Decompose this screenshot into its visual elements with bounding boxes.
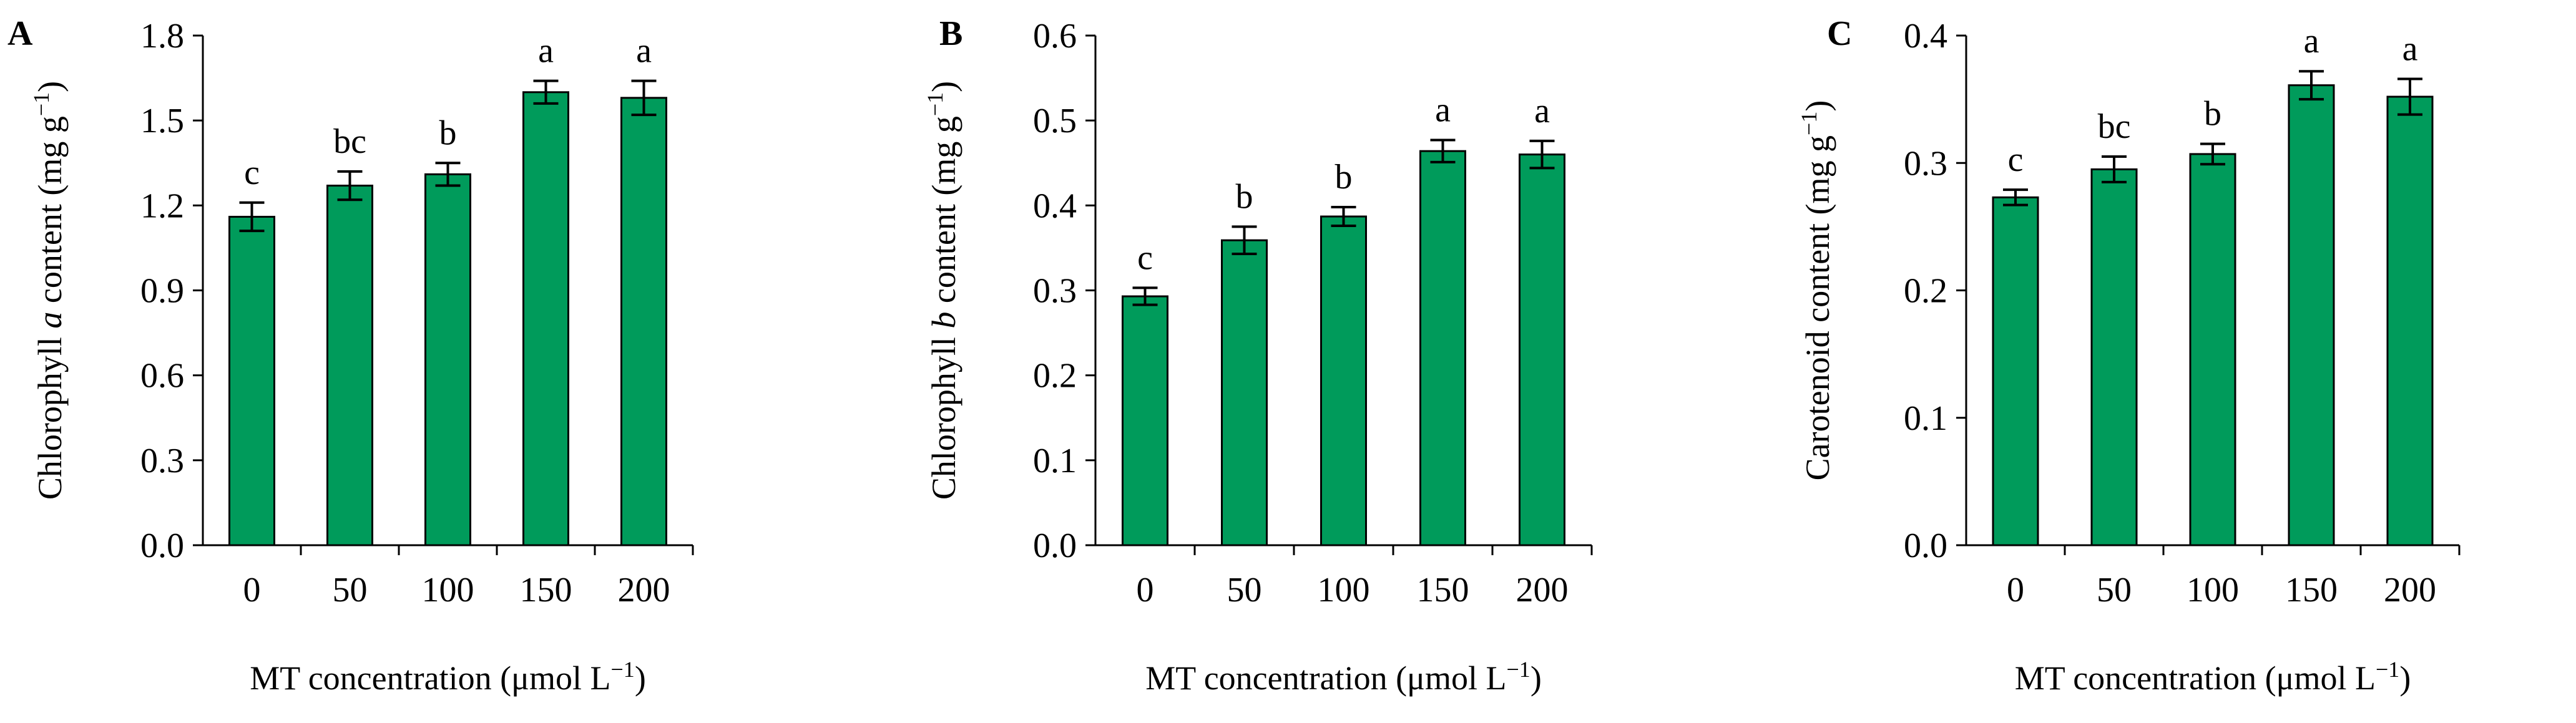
bar: [2288, 84, 2335, 546]
bar: [620, 97, 667, 546]
panel-letter: C: [1827, 14, 1852, 53]
x-tick-label: 150: [520, 571, 572, 609]
significance-letter: a: [1534, 92, 1550, 130]
y-tick-label: 0.0: [140, 526, 184, 565]
bar: [522, 91, 569, 546]
significance-letter: a: [2402, 29, 2418, 68]
significance-letter: a: [538, 32, 554, 70]
bar: [1992, 196, 2039, 546]
y-tick-label: 0.1: [1033, 442, 1077, 480]
significance-letter: b: [1335, 158, 1353, 197]
bar: [1122, 295, 1168, 546]
significance-letter: b: [1236, 177, 1253, 216]
y-tick-label: 0.6: [140, 357, 184, 395]
significance-letter: bc: [333, 122, 366, 161]
bar: [2386, 95, 2434, 546]
significance-letter: c: [2008, 140, 2024, 179]
y-axis-title: Carotenoid content (mg g−1): [1796, 100, 1836, 481]
x-axis-title: MT concentration (μmol L−1): [2015, 657, 2411, 697]
y-tick-label: 1.2: [140, 187, 184, 225]
x-tick-label: 100: [1318, 571, 1370, 609]
significance-letter: a: [636, 32, 652, 70]
y-axis-title: Chlorophyll b content (mg g−1): [923, 81, 962, 500]
x-tick-label: 100: [422, 571, 474, 609]
x-axis-title: MT concentration (μmol L−1): [250, 657, 646, 697]
y-tick-label: 0.3: [140, 442, 184, 480]
bar: [424, 173, 471, 546]
panel-letter: B: [939, 14, 962, 53]
chart-panel-c: C 0.0 0.1 0.2 0.3 0.4 c 0 bc 50 b 100 a 150 a 200 MT con…: [1796, 14, 2461, 697]
x-tick-label: 200: [1516, 571, 1569, 609]
bar: [326, 185, 373, 546]
y-tick-label: 1.5: [140, 102, 184, 140]
y-tick-label: 0.1: [1904, 399, 1947, 438]
x-tick-label: 0: [243, 571, 261, 609]
x-tick-label: 0: [2007, 571, 2024, 609]
x-axis-title: MT concentration (μmol L−1): [1145, 657, 1542, 697]
bar: [1320, 215, 1367, 546]
significance-letter: bc: [2098, 107, 2131, 146]
y-tick-label: 0.4: [1033, 187, 1077, 225]
x-tick-label: 0: [1137, 571, 1154, 609]
y-tick-label: 1.8: [140, 17, 184, 56]
y-tick-label: 0.5: [1033, 102, 1077, 140]
bar: [1419, 150, 1466, 546]
significance-letter: b: [2204, 95, 2221, 133]
y-tick-label: 0.2: [1904, 272, 1947, 311]
y-tick-label: 0.3: [1033, 272, 1077, 311]
x-tick-label: 200: [618, 571, 670, 609]
bar: [228, 215, 275, 546]
significance-letter: a: [2304, 22, 2319, 61]
bar: [1519, 153, 1565, 546]
x-tick-label: 200: [2384, 571, 2436, 609]
significance-letter: c: [244, 153, 260, 192]
x-tick-label: 50: [333, 571, 368, 609]
y-tick-label: 0.9: [140, 272, 184, 311]
y-tick-label: 0.2: [1033, 357, 1077, 395]
y-tick-label: 0.4: [1904, 17, 1947, 56]
x-tick-label: 50: [2097, 571, 2132, 609]
x-tick-label: 150: [2285, 571, 2338, 609]
y-tick-label: 0.0: [1904, 526, 1947, 565]
significance-letter: b: [439, 114, 457, 152]
y-tick-label: 0.0: [1033, 526, 1077, 565]
panel-letter: A: [7, 14, 33, 53]
bar: [2189, 153, 2236, 546]
significance-letter: a: [1435, 90, 1451, 129]
y-tick-label: 0.3: [1904, 144, 1947, 183]
x-tick-label: 150: [1417, 571, 1469, 609]
bar: [1221, 239, 1268, 546]
x-tick-label: 100: [2187, 571, 2239, 609]
x-tick-label: 50: [1227, 571, 1262, 609]
bar: [2090, 168, 2138, 546]
chart-panel-a: A 0.0 0.3 0.6 0.9 1.2 1.5 1.8 c 0 bc 50 b 100 a 150 a 200…: [7, 14, 694, 697]
chart-panel-b: B 0.0 0.1 0.2 0.3 0.4 0.5 0.6 c 0 b 50 b 100 a 150 a 200 M…: [923, 14, 1593, 697]
y-tick-label: 0.6: [1033, 17, 1077, 56]
y-axis-title: Chlorophyll a content (mg g−1): [29, 81, 69, 500]
significance-letter: c: [1137, 238, 1153, 277]
